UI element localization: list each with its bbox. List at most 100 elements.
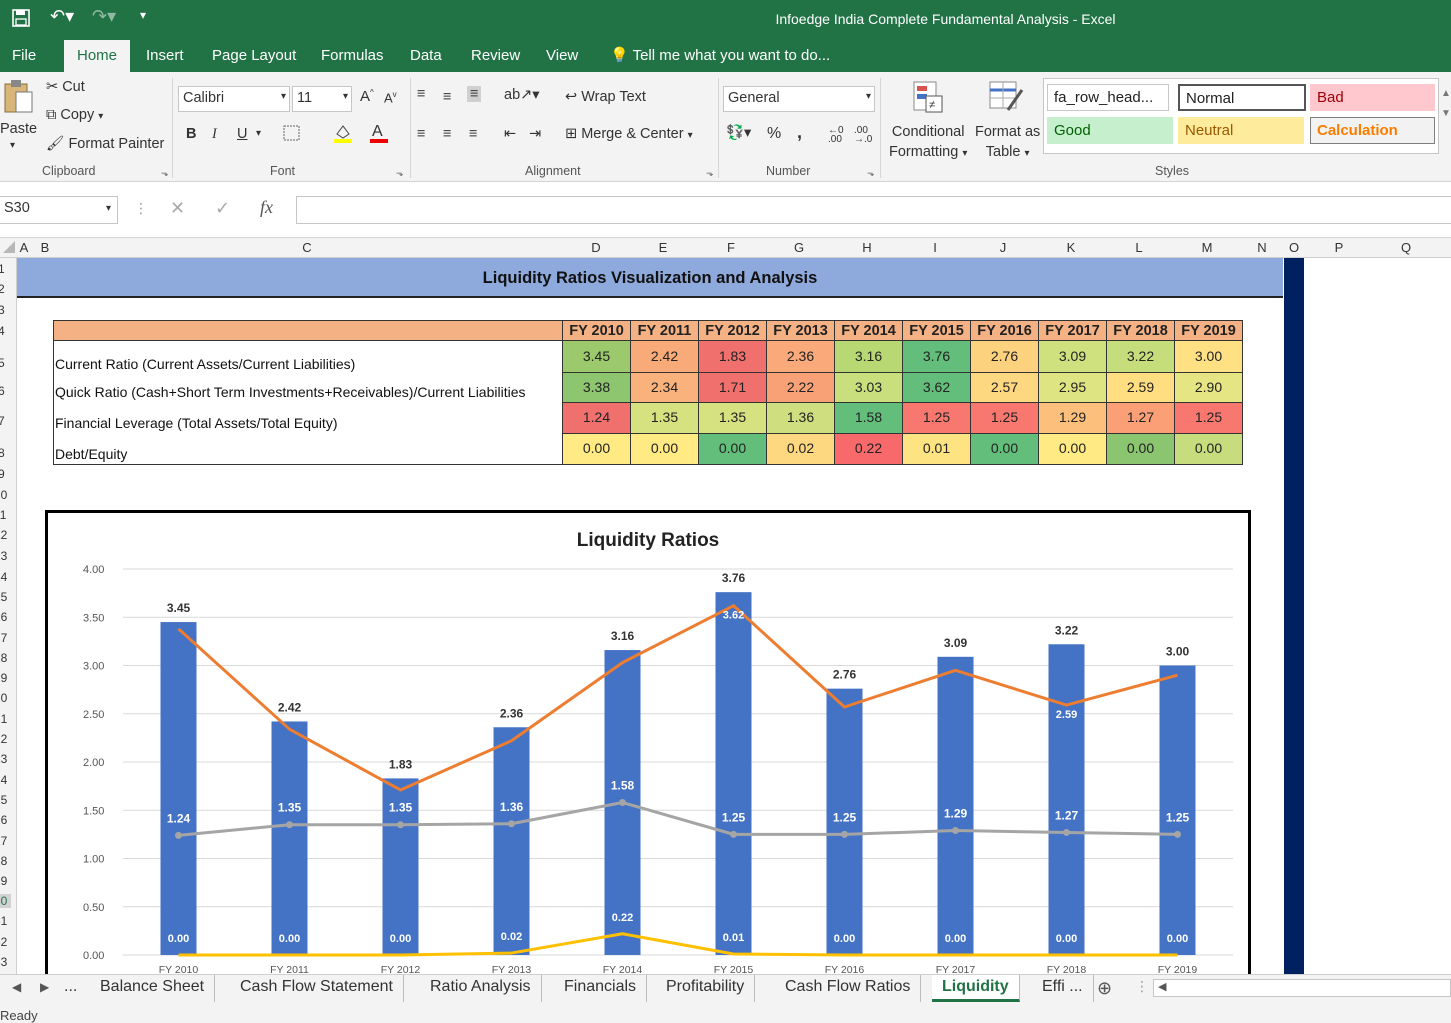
ratio-cell[interactable]: 0.00 <box>563 434 631 465</box>
row-header[interactable]: 13 <box>0 549 8 563</box>
column-header[interactable]: G <box>793 240 805 255</box>
row-header[interactable]: 22 <box>0 732 8 746</box>
tab-insert[interactable]: Insert <box>146 47 184 64</box>
insert-function-icon[interactable]: fx <box>260 197 273 217</box>
cancel-icon[interactable]: ✕ <box>170 198 186 218</box>
align-top-icon[interactable]: ≡ <box>417 86 426 102</box>
styles-scroll-icon[interactable]: ▲ ▼ <box>1441 88 1451 119</box>
wrap-text-button[interactable]: ↩ Wrap Text <box>565 89 646 105</box>
ratio-cell[interactable]: 3.16 <box>835 341 903 373</box>
column-header[interactable]: P <box>1334 240 1344 255</box>
row-header[interactable]: 4 <box>0 324 5 338</box>
increase-font-icon[interactable]: A^ <box>360 88 374 105</box>
ratio-cell[interactable]: 2.57 <box>971 373 1039 403</box>
row-header[interactable]: 21 <box>0 712 8 726</box>
sheet-tab[interactable]: Cash Flow Ratios <box>775 975 922 1002</box>
column-header[interactable]: I <box>933 240 937 255</box>
fill-color-icon[interactable] <box>332 122 354 148</box>
column-header[interactable]: E <box>658 240 668 255</box>
number-launcher-icon[interactable]: ⬎ <box>867 168 875 178</box>
merge-center-button[interactable]: ⊞ Merge & Center ▾ <box>565 126 693 142</box>
ratio-cell[interactable]: 3.00 <box>1175 341 1243 373</box>
tab-review[interactable]: Review <box>471 47 521 64</box>
ratio-cell[interactable]: 0.00 <box>699 434 767 465</box>
align-center-icon[interactable]: ≡ <box>443 126 452 142</box>
ratio-cell[interactable]: 1.24 <box>563 403 631 434</box>
sheet-tab[interactable]: Liquidity <box>932 975 1020 1002</box>
hscroll-left-icon[interactable]: ◀ <box>1158 981 1167 993</box>
row-header[interactable]: 30 <box>0 894 11 908</box>
column-header[interactable]: O <box>1288 240 1300 255</box>
ratio-cell[interactable]: 0.00 <box>1175 434 1243 465</box>
ratio-cell[interactable]: 1.35 <box>631 403 699 434</box>
font-name-select[interactable]: Calibri ▾ <box>178 86 290 112</box>
increase-decimal-icon[interactable]: ←0.00 <box>828 125 844 145</box>
row-header[interactable]: 11 <box>0 508 7 522</box>
column-header[interactable]: N <box>1257 240 1267 255</box>
column-header[interactable]: F <box>727 240 735 255</box>
column-header[interactable]: A <box>19 240 29 255</box>
ratio-cell[interactable]: 3.22 <box>1107 341 1175 373</box>
ratio-cell[interactable]: 0.00 <box>971 434 1039 465</box>
ratio-cell[interactable]: 0.00 <box>1039 434 1107 465</box>
conditional-formatting-icon[interactable]: ≠ <box>912 80 948 118</box>
ratio-cell[interactable]: 3.76 <box>903 341 971 373</box>
ratio-cell[interactable]: 2.22 <box>767 373 835 403</box>
italic-button[interactable]: I <box>212 126 217 142</box>
row-header[interactable]: 12 <box>0 528 8 542</box>
ratio-cell[interactable]: 2.34 <box>631 373 699 403</box>
ratio-cell[interactable]: 0.00 <box>1107 434 1175 465</box>
column-header[interactable]: Q <box>1400 240 1412 255</box>
paste-dropdown-icon[interactable]: ▾ <box>10 140 16 151</box>
ratio-cell[interactable]: 1.83 <box>699 341 767 373</box>
row-header[interactable]: 29 <box>0 874 8 888</box>
row-header[interactable]: 31 <box>0 914 8 928</box>
tabs-splitter-icon[interactable]: ⋮ <box>1135 978 1149 994</box>
column-header[interactable]: H <box>862 240 872 255</box>
row-header[interactable]: 24 <box>0 773 8 787</box>
row-header[interactable]: 2 <box>0 282 5 296</box>
format-as-table-icon[interactable] <box>988 80 1026 118</box>
select-all-icon[interactable] <box>2 240 16 254</box>
ratio-cell[interactable]: 1.25 <box>903 403 971 434</box>
ratio-cell[interactable]: 1.29 <box>1039 403 1107 434</box>
number-format-select[interactable]: General ▾ <box>723 86 875 112</box>
column-header[interactable]: K <box>1066 240 1076 255</box>
cut-button[interactable]: ✂ Cut <box>46 79 85 95</box>
redo-icon[interactable]: ↷▾ <box>92 6 117 26</box>
ratio-cell[interactable]: 3.09 <box>1039 341 1107 373</box>
column-header[interactable]: J <box>999 240 1007 255</box>
ratio-cell[interactable]: 2.95 <box>1039 373 1107 403</box>
style-calculation[interactable]: Calculation <box>1310 117 1435 144</box>
style-normal[interactable]: Normal <box>1178 84 1306 111</box>
liquidity-chart[interactable]: Liquidity Ratios 0.00 0.50 1.00 1.50 2.00 2.50… <box>45 510 1251 974</box>
ratio-cell[interactable]: 1.25 <box>971 403 1039 434</box>
row-header[interactable]: 18 <box>0 651 8 665</box>
column-header[interactable]: C <box>302 240 312 255</box>
copy-button[interactable]: ⧉ Copy ▾ <box>46 107 104 123</box>
ratio-cell[interactable]: 1.58 <box>835 403 903 434</box>
font-launcher-icon[interactable]: ⬎ <box>396 168 404 178</box>
borders-icon[interactable] <box>282 124 302 146</box>
style-bad[interactable]: Bad <box>1310 84 1435 111</box>
row-header[interactable]: 6 <box>0 384 5 398</box>
tab-data[interactable]: Data <box>410 47 442 64</box>
row-header[interactable]: 1 <box>0 262 5 276</box>
accounting-format-icon[interactable]: 💱▾ <box>726 125 752 141</box>
ratio-cell[interactable]: 2.42 <box>631 341 699 373</box>
font-size-select[interactable]: 11 ▾ <box>292 86 352 112</box>
scroll-right-icon[interactable]: ▶ <box>40 980 50 994</box>
align-bottom-icon[interactable]: ≡ <box>467 86 482 102</box>
sheet-tab[interactable]: Ratio Analysis <box>420 975 542 1002</box>
align-right-icon[interactable]: ≡ <box>469 126 478 142</box>
tab-formulas[interactable]: Formulas <box>321 47 384 64</box>
ratio-cell[interactable]: 2.59 <box>1107 373 1175 403</box>
ratio-cell[interactable]: 3.62 <box>903 373 971 403</box>
paste-icon[interactable] <box>2 78 36 118</box>
underline-button[interactable]: U <box>237 126 248 142</box>
row-header[interactable]: 17 <box>0 631 8 645</box>
ratio-cell[interactable]: 1.25 <box>1175 403 1243 434</box>
ratio-cell[interactable]: 1.36 <box>767 403 835 434</box>
font-color-icon[interactable]: A <box>368 120 390 148</box>
sheet-tab[interactable]: Profitability <box>656 975 756 1002</box>
